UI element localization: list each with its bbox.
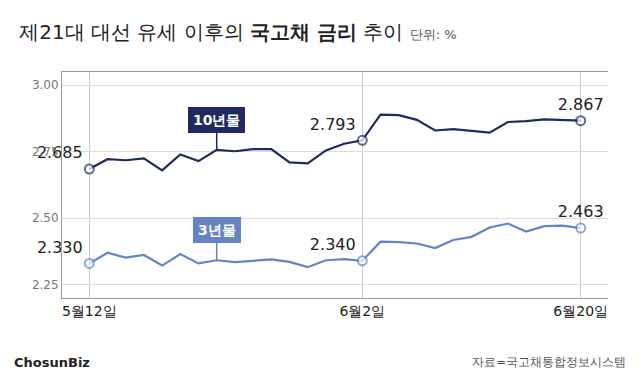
svg-text:2.330: 2.330 [37,238,83,257]
svg-text:6월20일: 6월20일 [553,303,608,319]
svg-text:ChosunBiz: ChosunBiz [14,355,90,370]
svg-text:6월2일: 6월2일 [339,303,385,319]
svg-text:2.463: 2.463 [558,202,604,221]
svg-text:2.75: 2.75 [32,145,59,159]
svg-text:2.793: 2.793 [310,115,356,134]
svg-text:2.25: 2.25 [32,278,59,292]
svg-text:10년물: 10년물 [193,112,240,128]
svg-text:2.50: 2.50 [32,211,59,225]
svg-text:2.340: 2.340 [310,235,356,254]
svg-text:2.685: 2.685 [37,143,83,162]
svg-text:5월12일: 5월12일 [62,303,117,319]
svg-text:3년물: 3년물 [198,222,236,238]
svg-text:제21대 대선 유세 이후의 국고채 금리 추이 단위: %: 제21대 대선 유세 이후의 국고채 금리 추이 단위: % [19,20,456,44]
svg-text:2.867: 2.867 [558,95,604,114]
svg-text:자료=국고채통합정보시스템: 자료=국고채통합정보시스템 [472,355,626,369]
svg-text:3.00: 3.00 [32,78,59,92]
